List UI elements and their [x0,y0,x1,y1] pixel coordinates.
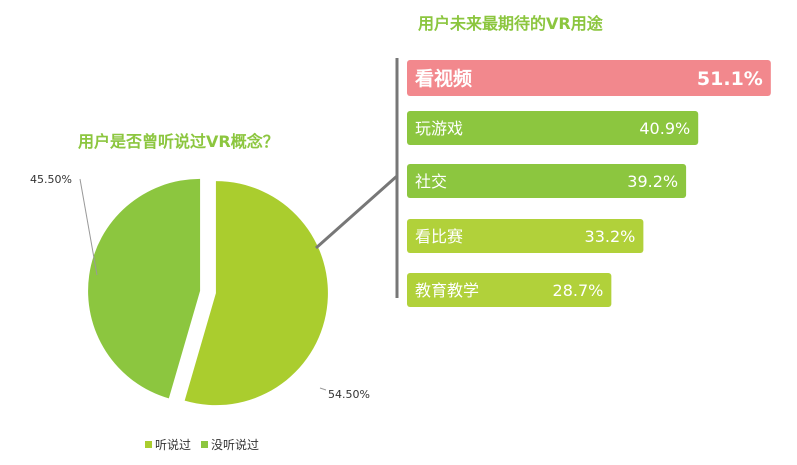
bar-value-label: 33.2% [585,227,636,246]
bar-2 [407,111,699,145]
bar-category-label: 玩游戏 [415,119,463,138]
bar-category-label: 社交 [415,172,447,191]
legend-label: 听说过 [155,438,192,452]
bar-value-label: 40.9% [639,119,690,138]
pie-chart: 54.50% 45.50% [30,173,370,406]
pie-slice-not-heard [88,178,201,399]
pie-slice-heard [184,181,328,406]
legend-item: 听说过 [145,436,191,453]
bar-chart-title: 用户未来最期待的VR用途 [418,14,603,33]
legend-swatch [145,441,152,448]
pie-chart-title: 用户是否曾听说过VR概念？ [78,132,279,151]
pie-leader-line [319,387,327,391]
pie-data-label: 45.50% [30,173,72,186]
pie-leader-line [79,178,98,276]
pie-legend: 听说过 没听说过 [145,436,259,453]
bar-value-label: 39.2% [627,172,678,191]
bar-4 [407,219,644,253]
connector [315,58,399,298]
connector-line [315,174,398,250]
legend-label: 没听说过 [211,438,260,452]
bar-category-label: 看比赛 [415,227,463,246]
bar-chart: 看视频 51.1% 玩游戏 40.9% 社交 39.2% 看比赛 33.2% 教育教学 28.7% [407,60,771,307]
bar-value-label: 51.1% [697,68,763,90]
pie-data-label: 54.50% [328,388,370,401]
legend-item: 没听说过 [201,436,259,453]
bar-category-label: 看视频 [414,67,472,90]
bar-category-label: 教育教学 [415,281,479,300]
bar-3 [407,164,687,198]
legend-swatch [201,441,209,448]
bar-value-label: 28.7% [553,281,604,300]
bar-5 [407,273,612,307]
bar-1 [407,60,771,96]
